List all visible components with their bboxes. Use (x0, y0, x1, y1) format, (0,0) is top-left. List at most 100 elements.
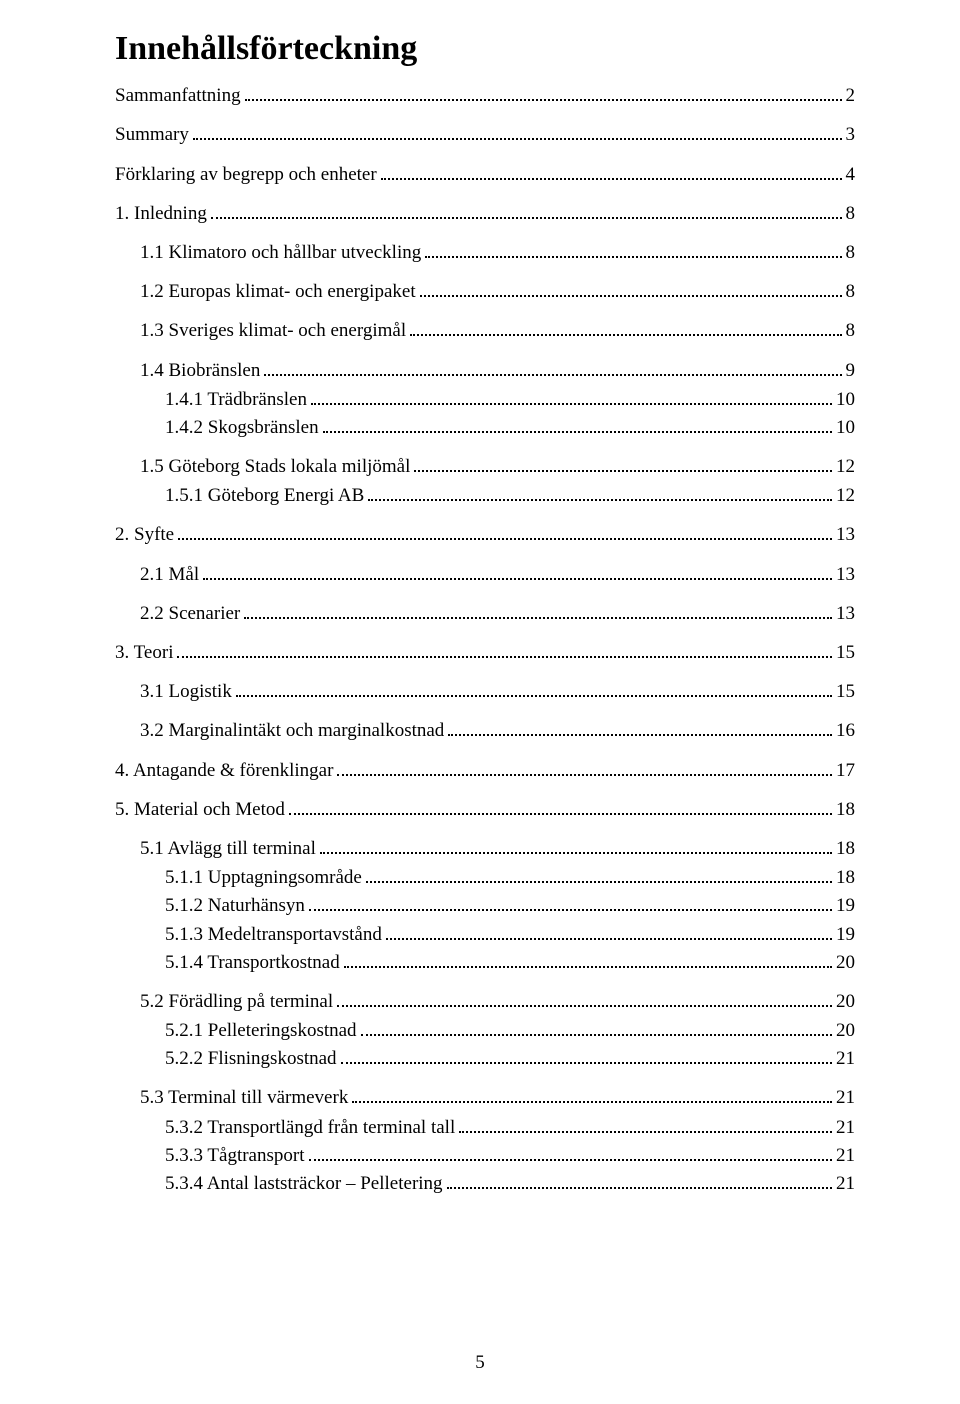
toc-leader-dots (178, 523, 832, 540)
toc-entry-label: 5.2.1 Pelleteringskostnad (165, 1020, 357, 1042)
toc-leader-dots (352, 1086, 832, 1103)
toc-leader-dots (289, 798, 832, 815)
toc-entry-page: 15 (836, 681, 855, 703)
toc-entry-page: 13 (836, 524, 855, 546)
toc-entry-page: 21 (836, 1087, 855, 1109)
toc-entry-page: 18 (836, 867, 855, 889)
toc-leader-dots (311, 388, 832, 405)
toc-entry-label: 5.3 Terminal till värmeverk (140, 1087, 348, 1109)
toc-list: Sammanfattning2 Summary3 Förklaring av beg… (115, 84, 855, 1195)
toc-entry: 1.4.2 Skogsbränslen 10 (115, 416, 855, 439)
toc-entry-label: 1.3 Sveriges klimat- och energimål (140, 320, 406, 342)
toc-entry-label: Summary (115, 124, 189, 146)
toc-entry-label: 5.1.1 Upptagningsområde (165, 867, 362, 889)
toc-entry-page: 20 (836, 1020, 855, 1042)
toc-leader-dots (236, 680, 832, 697)
toc-entry: 5.2 Förädling på terminal20 (115, 990, 855, 1013)
toc-entry: 5.1.1 Upptagningsområde 18 (115, 866, 855, 889)
toc-entry-page: 15 (836, 642, 855, 664)
toc-entry: 5.1 Avlägg till terminal18 (115, 837, 855, 860)
toc-leader-dots (323, 416, 832, 433)
toc-leader-dots (425, 241, 841, 258)
toc-entry-page: 21 (836, 1048, 855, 1070)
toc-entry: 5.1.3 Medeltransportavstånd19 (115, 922, 855, 945)
toc-entry: 1.5.1 Göteborg Energi AB 12 (115, 484, 855, 507)
toc-entry-label: 5.1.2 Naturhänsyn (165, 895, 305, 917)
toc-entry-page: 20 (836, 952, 855, 974)
toc-entry-label: 3.2 Marginalintäkt och marginalkostnad (140, 720, 444, 742)
toc-entry: Summary3 (115, 123, 855, 146)
toc-entry-page: 13 (836, 564, 855, 586)
toc-entry-page: 10 (836, 417, 855, 439)
toc-entry: Sammanfattning2 (115, 84, 855, 107)
toc-title: Innehållsförteckning (115, 30, 855, 68)
toc-entry: 2.2 Scenarier13 (115, 602, 855, 625)
toc-entry: 2.1 Mål13 (115, 562, 855, 585)
toc-entry: 5.3.4 Antal laststräckor – Pelletering21 (115, 1172, 855, 1195)
toc-entry-page: 4 (846, 164, 856, 186)
toc-entry-label: 5.1.4 Transportkostnad (165, 952, 340, 974)
toc-entry: 5.1.4 Transportkostnad 20 (115, 951, 855, 974)
toc-entry-page: 13 (836, 603, 855, 625)
toc-leader-dots (447, 1172, 832, 1189)
toc-entry-label: 4. Antagande & förenklingar (115, 760, 333, 782)
page-number: 5 (0, 1352, 960, 1374)
toc-entry-page: 21 (836, 1117, 855, 1139)
toc-leader-dots (381, 162, 842, 179)
toc-entry-label: 5.3.2 Transportlängd från terminal tall (165, 1117, 455, 1139)
toc-leader-dots (245, 84, 842, 101)
toc-entry-page: 8 (846, 203, 856, 225)
toc-entry-label: 5.2 Förädling på terminal (140, 991, 333, 1013)
toc-entry-label: 5.3.3 Tågtransport (165, 1145, 305, 1167)
toc-leader-dots (448, 719, 832, 736)
toc-entry-page: 12 (836, 485, 855, 507)
toc-entry: 4. Antagande & förenklingar 17 (115, 758, 855, 781)
toc-entry: 5.1.2 Naturhänsyn 19 (115, 894, 855, 917)
toc-leader-dots (386, 922, 832, 939)
toc-entry-page: 8 (846, 242, 856, 264)
toc-entry: 5.2.2 Flisningskostnad 21 (115, 1047, 855, 1070)
toc-leader-dots (341, 1047, 832, 1064)
toc-entry: 1.2 Europas klimat- och energipaket8 (115, 280, 855, 303)
toc-entry-page: 9 (846, 360, 856, 382)
toc-leader-dots (264, 358, 841, 375)
toc-entry-label: Förklaring av begrepp och enheter (115, 164, 377, 186)
toc-leader-dots (420, 280, 842, 297)
toc-entry-label: 3.1 Logistik (140, 681, 232, 703)
toc-leader-dots (414, 455, 832, 472)
toc-entry-label: 5.2.2 Flisningskostnad (165, 1048, 337, 1070)
toc-leader-dots (366, 866, 832, 883)
toc-leader-dots (410, 319, 841, 336)
toc-leader-dots (344, 951, 832, 968)
toc-entry-page: 19 (836, 895, 855, 917)
toc-entry-label: 5. Material och Metod (115, 799, 285, 821)
toc-leader-dots (309, 1144, 833, 1161)
toc-entry: 5.3.2 Transportlängd från terminal tall 2… (115, 1115, 855, 1138)
toc-entry-label: 1. Inledning (115, 203, 207, 225)
toc-leader-dots (459, 1115, 832, 1132)
toc-entry-page: 16 (836, 720, 855, 742)
toc-entry-page: 12 (836, 456, 855, 478)
toc-entry-page: 17 (836, 760, 855, 782)
toc-entry: 1.4.1 Trädbränslen10 (115, 388, 855, 411)
toc-entry-label: 1.1 Klimatoro och hållbar utveckling (140, 242, 421, 264)
toc-entry-label: 2. Syfte (115, 524, 174, 546)
toc-entry-label: 1.4.2 Skogsbränslen (165, 417, 319, 439)
toc-leader-dots (193, 123, 842, 140)
toc-leader-dots (244, 602, 832, 619)
toc-leader-dots (309, 894, 832, 911)
toc-entry-label: 1.5 Göteborg Stads lokala miljömål (140, 456, 410, 478)
toc-entry: 3. Teori15 (115, 641, 855, 664)
toc-entry-page: 10 (836, 389, 855, 411)
toc-leader-dots (361, 1019, 832, 1036)
toc-entry: 5.3.3 Tågtransport 21 (115, 1144, 855, 1167)
toc-entry-page: 21 (836, 1145, 855, 1167)
toc-entry-page: 8 (846, 320, 856, 342)
toc-entry-label: 1.5.1 Göteborg Energi AB (165, 485, 364, 507)
toc-leader-dots (203, 562, 832, 579)
toc-leader-dots (320, 837, 832, 854)
toc-entry: 1.1 Klimatoro och hållbar utveckling 8 (115, 241, 855, 264)
toc-entry-page: 8 (846, 281, 856, 303)
toc-leader-dots (177, 641, 832, 658)
toc-entry-page: 18 (836, 799, 855, 821)
